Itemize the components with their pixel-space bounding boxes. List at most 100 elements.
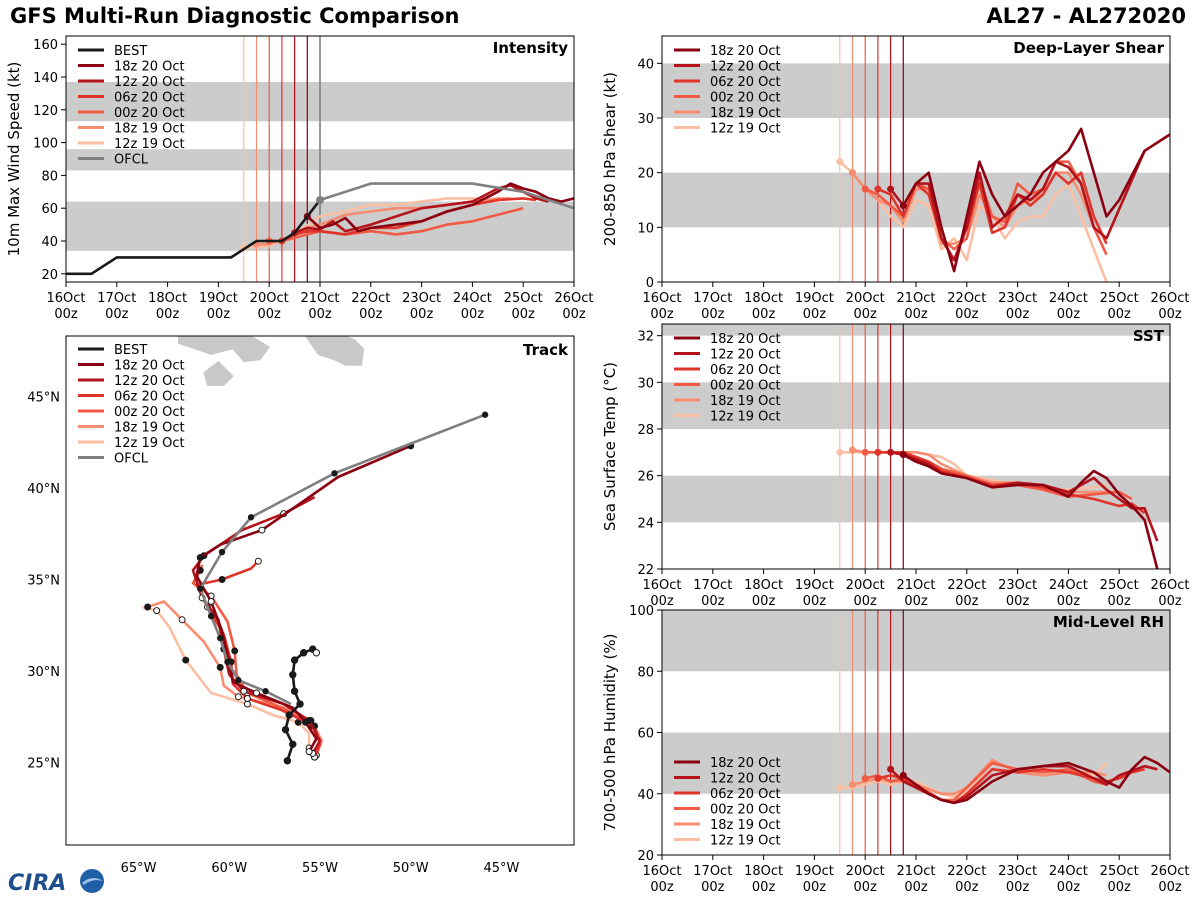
y-axis-label: 200-850 hPa Shear (kt) (601, 72, 619, 246)
series-init-marker (836, 448, 844, 456)
best-track-point (312, 649, 321, 657)
legend-label: 12z 19 Oct (114, 436, 185, 451)
legend-label: 18z 20 Oct (710, 44, 781, 59)
x-tick-label: 17Oct (97, 291, 136, 306)
legend-label: 18z 19 Oct (710, 818, 781, 833)
best-track-point (290, 687, 299, 695)
x-tick-label: 00z (54, 307, 78, 322)
series-line (852, 758, 1107, 796)
plot-area (662, 36, 1170, 282)
x-tick-label: 19Oct (795, 291, 834, 306)
y-tick-label: 30 (637, 376, 654, 391)
x-tick-label: 18Oct (744, 864, 783, 879)
x-tick-label: 00z (752, 594, 776, 609)
y-tick-label: 40 (637, 788, 654, 803)
y-tick-label: 40 (41, 235, 58, 250)
x-tick-label: 00z (955, 307, 979, 322)
x-tick-label: 00z (650, 307, 674, 322)
longitude-label: 60°W (211, 861, 247, 876)
chart-title: SST (1133, 327, 1165, 345)
track-point (178, 616, 186, 624)
x-tick-label: 00z (955, 880, 979, 895)
legend-label: 12z 19 Oct (710, 122, 781, 137)
x-tick-label: 20Oct (846, 291, 885, 306)
x-tick-label: 19Oct (795, 864, 834, 879)
longitude-label: 65°W (121, 861, 157, 876)
x-tick-label: 00z (1057, 880, 1081, 895)
x-tick-label: 00z (854, 594, 878, 609)
x-tick-label: 23Oct (998, 291, 1037, 306)
track-point (231, 647, 239, 655)
x-tick-label: 00z (258, 307, 282, 322)
x-tick-label: 26Oct (1150, 578, 1189, 593)
legend-label: 06z 20 Oct (114, 390, 185, 405)
x-tick-label: 23Oct (998, 864, 1037, 879)
ofcl-track-point (207, 612, 215, 620)
x-tick-label: 00z (1158, 880, 1182, 895)
x-tick-label: 16Oct (642, 578, 681, 593)
legend-label: 18z 20 Oct (710, 756, 781, 771)
series-line (839, 761, 1108, 799)
x-tick-label: 00z (1108, 594, 1132, 609)
series-line (902, 755, 1170, 805)
series-init-marker (849, 781, 856, 789)
series-init-marker (874, 448, 882, 456)
x-tick-label: 18Oct (148, 291, 187, 306)
series-init-marker (887, 765, 895, 773)
landmass (178, 336, 270, 363)
best-track-point (290, 656, 299, 664)
plot-area (66, 36, 574, 282)
y-tick-label: 160 (33, 38, 58, 53)
y-tick-label: 40 (637, 57, 654, 72)
y-tick-label: 0 (646, 276, 654, 291)
x-tick-label: 00z (752, 880, 776, 895)
x-tick-label: 17Oct (693, 864, 732, 879)
legend-label: 18z 20 Oct (710, 332, 781, 347)
y-tick-label: 60 (41, 202, 58, 217)
best-track-point (285, 711, 293, 719)
threshold-band (662, 382, 1170, 429)
ofcl-init-marker (316, 196, 324, 204)
x-tick-label: 00z (461, 307, 485, 322)
x-tick-label: 00z (156, 307, 180, 322)
legend-label: 12z 19 Oct (114, 137, 185, 152)
series-init-marker (899, 201, 907, 209)
x-tick-label: 24Oct (1049, 864, 1088, 879)
track-point (182, 656, 190, 664)
x-tick-label: 00z (105, 307, 129, 322)
legend-label: 18z 19 Oct (710, 394, 781, 409)
x-tick-label: 00z (904, 307, 928, 322)
y-axis-label: 10m Max Wind Speed (kt) (5, 62, 23, 257)
y-tick-label: 22 (637, 563, 654, 578)
track-point (218, 576, 226, 584)
latitude-label: 40°N (27, 482, 60, 497)
latitude-label: 35°N (27, 574, 60, 589)
best-track-point (289, 740, 297, 748)
chart-title: Intensity (493, 39, 569, 57)
series-init-marker (899, 451, 907, 459)
track-point (305, 748, 313, 756)
x-tick-label: 26Oct (1150, 864, 1189, 879)
x-tick-label: 00z (207, 307, 231, 322)
legend-label: 12z 20 Oct (114, 75, 185, 90)
y-tick-label: 20 (637, 167, 654, 182)
track-line (147, 600, 324, 756)
track-point (144, 603, 152, 611)
x-tick-label: 00z (650, 594, 674, 609)
series-init-marker (861, 185, 869, 193)
threshold-band (662, 324, 1170, 336)
x-tick-label: 00z (955, 594, 979, 609)
legend-label: 06z 20 Oct (710, 75, 781, 90)
x-tick-label: 25Oct (504, 291, 543, 306)
x-tick-label: 00z (1108, 307, 1132, 322)
x-tick-label: 17Oct (693, 291, 732, 306)
best-track-point (289, 671, 297, 679)
landmass (304, 336, 365, 366)
plot-area (662, 324, 1170, 569)
x-tick-label: 21Oct (896, 578, 935, 593)
track-point (216, 663, 224, 671)
track-line (191, 495, 322, 755)
x-tick-label: 00z (650, 880, 674, 895)
chart-title: Deep-Layer Shear (1013, 39, 1164, 57)
x-tick-label: 18Oct (744, 578, 783, 593)
